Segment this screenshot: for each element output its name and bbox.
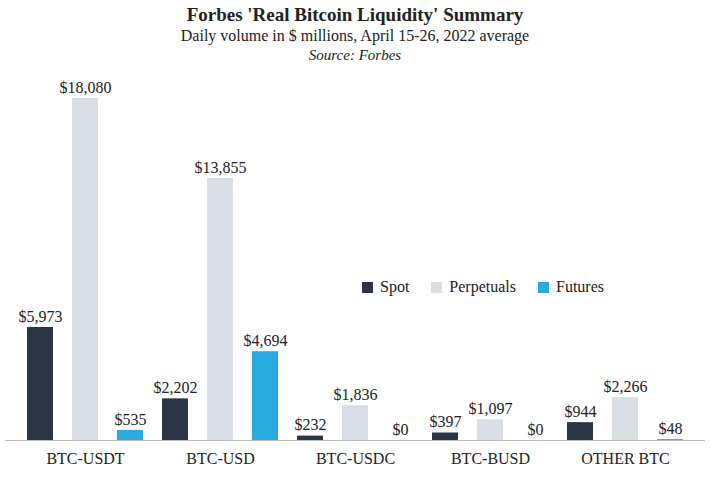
- svg-text:$1,836: $1,836: [334, 386, 378, 403]
- html-text:Futures: Futures: [556, 278, 604, 295]
- svg-text:$48: $48: [659, 420, 683, 437]
- html-text:Daily volume in $ millions, Ap: Daily volume in $ millions, April 15-26,…: [180, 27, 530, 44]
- svg-text:$13,855: $13,855: [195, 159, 247, 176]
- svg-text:BTC-USDT: BTC-USDT: [46, 450, 124, 467]
- svg-text:$232: $232: [295, 416, 327, 433]
- html-text:Perpetuals: Perpetuals: [449, 278, 516, 295]
- svg-text:BTC-USD: BTC-USD: [186, 450, 254, 467]
- svg-text:$5,973: $5,973: [19, 308, 63, 325]
- svg-text:$535: $535: [115, 410, 147, 427]
- svg-text:$18,080: $18,080: [60, 79, 112, 96]
- svg-text:$0: $0: [393, 421, 409, 438]
- svg-text:$397: $397: [430, 413, 462, 430]
- svg-text:OTHER BTC: OTHER BTC: [581, 450, 669, 467]
- svg-text:$4,694: $4,694: [244, 332, 288, 349]
- html-text:Source: Forbes: Source: Forbes: [308, 47, 402, 63]
- svg-text:BTC-USDC: BTC-USDC: [316, 450, 395, 467]
- svg-text:BTC-BUSD: BTC-BUSD: [451, 450, 530, 467]
- svg-text:$2,266: $2,266: [604, 378, 648, 395]
- svg-text:$1,097: $1,097: [469, 400, 513, 417]
- svg-text:$944: $944: [565, 403, 597, 420]
- html-text:Forbes 'Real Bitcoin Liquidity: Forbes 'Real Bitcoin Liquidity' Summary: [186, 4, 524, 25]
- html-text:Spot: Spot: [380, 278, 410, 295]
- svg-text:$2,202: $2,202: [154, 379, 198, 396]
- svg-text:$0: $0: [528, 421, 544, 438]
